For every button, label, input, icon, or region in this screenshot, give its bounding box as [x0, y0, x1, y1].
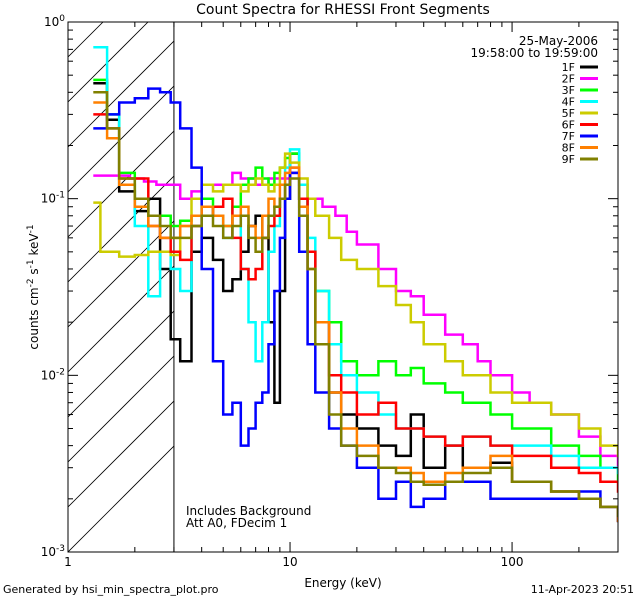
legend: 25-May-2006 19:58:00 to 19:59:00 1F2F3F4…	[471, 34, 598, 166]
y-tick-label: 100	[44, 14, 65, 29]
series-4F-line	[93, 45, 618, 475]
legend-label-7F: 7F	[562, 130, 575, 143]
legend-label-8F: 8F	[562, 142, 575, 155]
y-label-exp: -2	[26, 278, 36, 287]
axis-ticks	[67, 21, 619, 553]
y-label-exp: -1	[26, 259, 36, 268]
legend-date: 25-May-2006	[519, 34, 598, 48]
annotation-attenuator: Att A0, FDecim 1	[186, 516, 287, 530]
y-tick-label: 10-3	[41, 544, 65, 559]
y-label-part: keV	[27, 233, 41, 260]
series-5F-line	[93, 152, 618, 458]
y-tick-label: 10-1	[41, 191, 65, 206]
y-axis-label: counts cm-2 s-1 keV-1	[26, 224, 41, 349]
legend-label-3F: 3F	[562, 84, 575, 97]
legend-label-6F: 6F	[562, 119, 575, 132]
hatch-line	[68, 220, 175, 328]
hatch-line	[68, 40, 175, 148]
series-3F-line	[93, 78, 618, 483]
legend-time-range: 19:58:00 to 19:59:00	[471, 46, 598, 60]
hatch-line	[68, 445, 175, 552]
legend-label-1F: 1F	[562, 61, 575, 74]
legend-label-5F: 5F	[562, 107, 575, 120]
hatch-line	[68, 310, 175, 418]
legend-label-2F: 2F	[562, 73, 575, 86]
x-tick-label: 10	[282, 555, 297, 569]
series-8F-line	[93, 101, 618, 523]
series-9F-line	[93, 91, 618, 518]
plot-frame	[67, 21, 619, 553]
series-1F-line	[93, 82, 618, 523]
hatch-line	[68, 400, 175, 508]
series-2F-line	[93, 166, 618, 469]
hatch-line	[68, 175, 175, 283]
hatch-line	[68, 85, 175, 193]
series-6F-line	[93, 113, 618, 493]
hatch-line	[68, 355, 175, 463]
series-group	[93, 45, 618, 523]
y-label-part: s	[27, 268, 41, 278]
hatch-line	[68, 22, 149, 103]
y-label-part: counts cm	[27, 287, 41, 349]
x-tick-label: 1	[64, 555, 72, 569]
hatch-line	[68, 22, 104, 58]
hatch-line	[68, 0, 174, 12]
footer-timestamp: 11-Apr-2023 20:51	[530, 583, 634, 596]
x-axis-label: Energy (keV)	[304, 576, 381, 590]
footer-generated-by: Generated by hsi_min_spectra_plot.pro	[3, 583, 219, 596]
hatch-line	[68, 265, 175, 373]
y-tick-label: 10-2	[41, 367, 65, 382]
series-7F-line	[93, 87, 618, 523]
y-label-exp: -1	[26, 224, 36, 233]
legend-label-9F: 9F	[562, 153, 575, 166]
chart-title: Count Spectra for RHESSI Front Segments	[196, 2, 490, 18]
x-tick-label: 100	[501, 555, 524, 569]
legend-label-4F: 4F	[562, 96, 575, 109]
hatched-region	[68, 0, 175, 552]
annotation-background: Includes Background	[186, 504, 311, 518]
